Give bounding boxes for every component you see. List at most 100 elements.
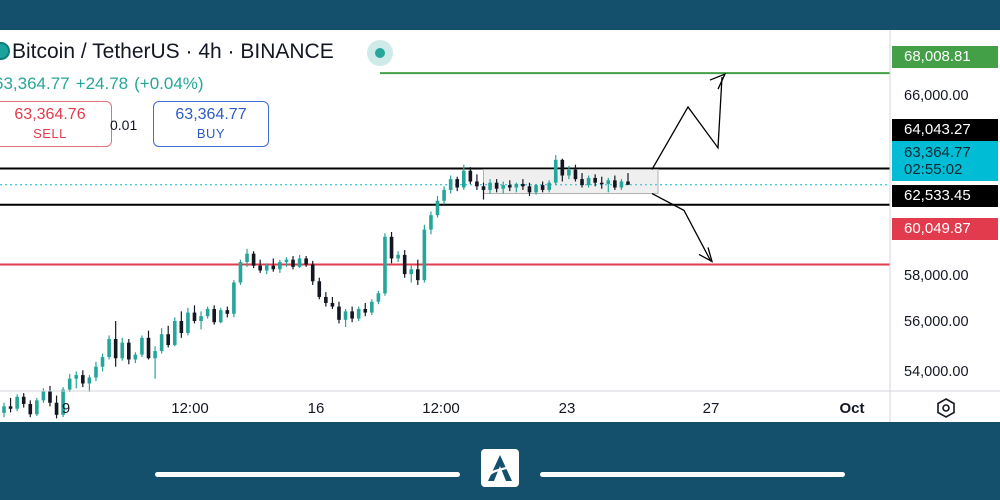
- candle-body: [218, 310, 223, 323]
- candle-body: [501, 185, 506, 189]
- candle-body: [613, 180, 617, 188]
- price-tick: 66,000.00: [904, 88, 969, 104]
- projection-down-arrowhead: [698, 247, 714, 263]
- time-axis[interactable]: 9 12:00 16 12:00 23 27 Oct: [0, 392, 890, 422]
- candle-body: [258, 265, 262, 271]
- candle-body: [468, 170, 473, 182]
- candle-body: [422, 229, 427, 281]
- price-chart[interactable]: [0, 30, 1000, 422]
- candle-body: [120, 342, 125, 359]
- buy-label: BUY: [196, 126, 226, 141]
- time-tick: 12:00: [422, 400, 460, 417]
- candle-body: [251, 253, 256, 266]
- candle-body: [389, 236, 394, 259]
- time-tick: 27: [702, 400, 720, 417]
- candle-body: [337, 306, 341, 320]
- projection-up-path: [651, 77, 723, 170]
- candle-body: [291, 259, 295, 267]
- buy-button[interactable]: 63,364.77 BUY: [153, 101, 269, 147]
- time-tick: 12:00: [171, 400, 209, 417]
- candle-body: [409, 269, 414, 275]
- candle-body: [534, 185, 538, 193]
- chart-panel[interactable]: Bitcoin / TetherUS · 4h · BINANCE 63,364…: [0, 30, 1000, 422]
- candle-body: [186, 312, 190, 334]
- levels-layer: [0, 72, 890, 266]
- time-tick: 9: [61, 400, 71, 417]
- price-tick: 56,000.00: [904, 314, 969, 330]
- market-open-indicator[interactable]: [375, 48, 385, 58]
- divider-right: [540, 472, 845, 477]
- candle-body: [553, 159, 558, 183]
- price-change-percent: (+0.04%): [134, 74, 204, 93]
- candle-body: [514, 183, 519, 188]
- candle-body: [179, 320, 184, 334]
- candle-body: [540, 185, 545, 190]
- candle-body: [238, 262, 243, 283]
- candle-body: [113, 339, 118, 359]
- candle-body: [560, 159, 565, 176]
- price-change: +24.78: [75, 74, 129, 93]
- candle-body: [376, 293, 381, 302]
- candle-body: [455, 179, 460, 188]
- candle-body: [15, 396, 19, 409]
- candle-body: [232, 282, 236, 314]
- candle-body: [28, 403, 33, 415]
- candle-body: [567, 169, 571, 176]
- candle-body: [494, 182, 499, 189]
- candle-body: [606, 180, 611, 184]
- candle-body: [199, 316, 203, 321]
- target-down-tag: 60,049.87: [892, 218, 998, 240]
- current-price-tag: 63,364.77 02:55:02: [892, 141, 998, 181]
- candle-countdown: 02:55:02: [904, 161, 963, 178]
- candle-body: [626, 181, 630, 185]
- candle-body: [21, 396, 26, 404]
- symbol-title[interactable]: Bitcoin / TetherUS · 4h · BINANCE: [12, 40, 334, 63]
- candle-body: [580, 179, 584, 186]
- candle-body: [284, 259, 289, 263]
- candle-body: [304, 258, 308, 265]
- candle-body: [586, 177, 591, 186]
- candle-body: [547, 182, 551, 190]
- candle-body: [356, 308, 361, 319]
- candle-body: [330, 302, 335, 307]
- candle-body: [481, 186, 486, 190]
- candle-body: [442, 189, 446, 201]
- candle-body: [527, 186, 532, 193]
- candle-body: [343, 311, 348, 320]
- candle-body: [74, 375, 79, 379]
- settings-hexagon-icon[interactable]: [936, 398, 956, 418]
- candle-body: [363, 308, 368, 313]
- candle-body: [619, 181, 624, 188]
- candle-body: [61, 389, 65, 415]
- candle-body: [87, 377, 92, 384]
- buy-price: 63,364.77: [175, 106, 247, 123]
- candle-body: [153, 351, 157, 359]
- sell-button[interactable]: 63,364.76 SELL: [0, 101, 112, 147]
- candle-body: [488, 182, 492, 190]
- price-axis[interactable]: 66,000.00 58,000.00 56,000.00 54,000.00 …: [890, 30, 1000, 422]
- price-tick: 58,000.00: [904, 268, 969, 284]
- candle-body: [48, 390, 52, 403]
- candle-body: [172, 320, 177, 346]
- time-tick: Oct: [839, 400, 865, 417]
- candle-body: [317, 281, 322, 297]
- candle-body: [192, 312, 197, 321]
- candle-body: [245, 253, 249, 263]
- candle-body: [593, 177, 597, 183]
- spread-value: 0.01: [110, 117, 138, 133]
- candle-body: [140, 337, 144, 355]
- candle-body: [271, 265, 276, 270]
- candle-body: [448, 179, 453, 190]
- candle-body: [461, 170, 466, 188]
- candle-body: [159, 334, 164, 352]
- projection-arrows-layer: [651, 72, 727, 263]
- candle-body: [599, 182, 604, 185]
- candle-body: [35, 400, 39, 415]
- candle-body: [225, 310, 230, 314]
- candle-body: [264, 265, 269, 271]
- current-price-value: 63,364.77: [904, 144, 971, 161]
- range-top-tag: 64,043.27: [892, 119, 998, 141]
- candle-body: [521, 183, 525, 187]
- candle-body: [507, 185, 512, 188]
- candle-body: [67, 378, 72, 390]
